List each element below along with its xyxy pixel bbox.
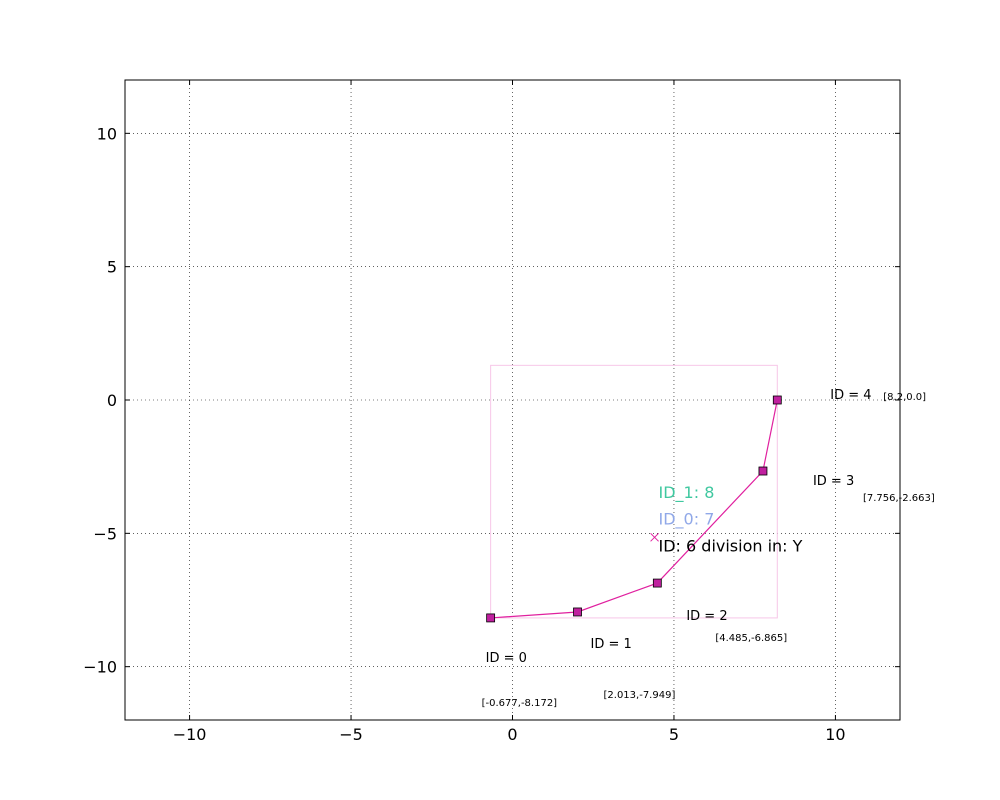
y-tick-label: 0	[107, 391, 117, 410]
point-id-label: ID = 4	[830, 388, 871, 403]
y-tick-label: 10	[97, 124, 117, 143]
x-tick-label: 0	[507, 725, 517, 744]
point-coord-label: [-0.677,-8.172]	[482, 698, 558, 709]
point-coord-label: [2.013,-7.949]	[604, 690, 676, 701]
data-point	[772, 395, 782, 405]
data-point	[573, 607, 582, 617]
point-coord-label: [4.485,-6.865]	[715, 633, 787, 644]
annotation-text: ID_1: 8	[659, 483, 715, 503]
point-id-label: ID = 0	[486, 651, 527, 666]
y-tick-label: −10	[83, 658, 117, 677]
data-point	[758, 466, 768, 476]
grid	[125, 80, 900, 720]
center-marker-stroke	[650, 532, 659, 542]
y-tick-label: 5	[107, 258, 117, 277]
annotation-text: ID_0: 7	[659, 510, 715, 530]
data-point	[486, 613, 496, 623]
bounding-box	[490, 364, 778, 619]
point-id-label: ID = 2	[686, 609, 727, 624]
x-tick-label: −10	[173, 725, 207, 744]
point-id-label: ID = 1	[591, 637, 632, 652]
annotations: ID_1: 8 ID_0: 7 ID: 6 division in: Y	[659, 483, 803, 555]
center-marker	[650, 532, 659, 542]
x-tick-label: 10	[825, 725, 845, 744]
point-id-label: ID = 3	[813, 474, 854, 489]
point-coord-label: [8.2,0.0]	[883, 392, 926, 403]
point-coord-label: [7.756,-2.663]	[863, 493, 935, 504]
point-labels: ID = 0 [-0.677,-8.172] ID = 1 [2.013,-7.949…	[482, 388, 935, 709]
x-tick-label: 5	[669, 725, 679, 744]
ticks: −10 −5 0 5 10 −10 −5 0 5 10	[83, 80, 900, 744]
data-point	[652, 578, 662, 588]
x-tick-label: −5	[339, 725, 363, 744]
annotation-text: ID: 6 division in: Y	[659, 536, 803, 555]
y-tick-label: −5	[93, 524, 117, 543]
markers	[486, 395, 782, 623]
